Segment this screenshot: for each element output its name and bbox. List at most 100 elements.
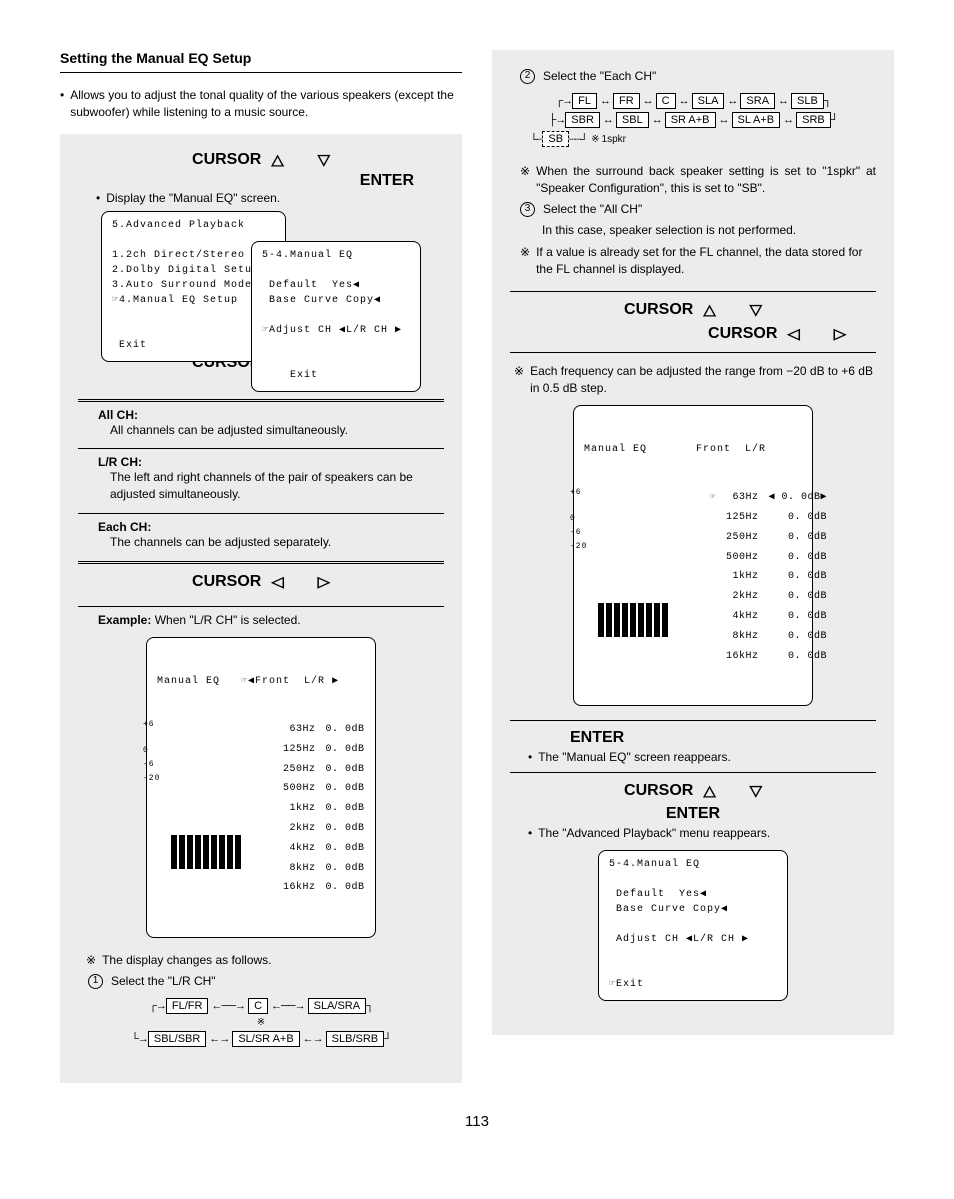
flow-arrow-icon: ┘	[831, 114, 838, 126]
flow-box: C	[656, 93, 676, 109]
eq-freq: 125Hz	[722, 509, 763, 527]
eq-val: ◀ 0. 0dB▶	[764, 489, 831, 507]
eq-osd-1: Manual EQ ☞◀Front L/R ▶ +6 0 -6 -20	[78, 637, 444, 938]
eq-title: Manual EQ ☞◀Front L/R ▶	[157, 674, 365, 689]
eq-freq: 16kHz	[722, 647, 763, 665]
scale-label: -20	[143, 775, 160, 783]
eq-freq: 16kHz	[279, 879, 320, 897]
eq-freq: 500Hz	[279, 780, 320, 798]
flow-box: SBL	[616, 112, 649, 128]
cursor-label: CURSOR	[624, 782, 693, 800]
divider	[78, 561, 444, 564]
triangle-right-icon: ▷	[318, 573, 330, 591]
scale-label: +6	[570, 489, 582, 497]
note-mark-icon: ※	[520, 163, 530, 197]
lr-ch-block: L/R CH: The left and right channels of t…	[98, 455, 444, 503]
triangle-up-icon: △	[703, 782, 715, 800]
flow-box: SLB	[791, 93, 824, 109]
each-ch-label: Each CH:	[98, 520, 444, 534]
scale-label: 0	[143, 747, 149, 755]
eq-freq: 500Hz	[722, 548, 763, 566]
fl-note-text: If a value is already set for the FL cha…	[536, 244, 876, 278]
eq-val: 0. 0dB	[764, 528, 831, 546]
bullet-icon: •	[528, 749, 532, 766]
flow-arrow-icon: ├→	[548, 114, 565, 126]
cursor-up-down-3: CURSOR △ ▽	[510, 779, 876, 803]
intro-text: • Allows you to adjust the tonal quality…	[60, 87, 462, 122]
scale-label: -6	[570, 529, 582, 537]
freq-range-text: Each frequency can be adjusted the range…	[530, 363, 876, 397]
osd-back-item: 1.2ch Direct/Stereo	[112, 250, 245, 261]
note-mark-icon: ※	[591, 134, 599, 145]
eq-val: 0. 0dB	[322, 780, 369, 798]
flow-box: SBL/SBR	[148, 1031, 206, 1047]
eq-table-2: ☞63Hz◀ 0. 0dB▶ 125Hz0. 0dB 250Hz0. 0dB 5…	[704, 487, 833, 667]
osd-front-line: ☞Adjust CH ◀L/R CH ▶	[262, 325, 402, 336]
flow-arrow-icon: ┘	[384, 1033, 391, 1045]
eq-val: 0. 0dB	[322, 760, 369, 778]
spkr-note-text: When the surround back speaker setting i…	[536, 163, 876, 197]
flow-box: SLB/SRB	[326, 1031, 384, 1047]
osd-final-exit: ☞Exit	[609, 979, 644, 990]
reappears-manual-text: The "Manual EQ" screen reappears.	[538, 749, 731, 766]
triangle-down-icon: ▽	[318, 151, 330, 169]
spkr-note: ※ When the surround back speaker setting…	[520, 163, 876, 197]
flow-box: SRA	[740, 93, 775, 109]
flow-arrow-icon: ↔	[600, 114, 616, 126]
divider	[510, 291, 876, 292]
flow-arrow-icon: ←→	[300, 1033, 326, 1045]
eq-freq: 8kHz	[722, 627, 763, 645]
osd-front-exit: Exit	[290, 370, 318, 381]
divider	[78, 448, 444, 449]
triangle-up-icon: △	[271, 151, 283, 169]
note-mark-icon: ※	[514, 363, 524, 397]
flow-arrow-icon: ┌→	[149, 1000, 166, 1012]
eq-val: 0. 0dB	[322, 839, 369, 857]
reappears-adv-note: • The "Advanced Playback" menu reappears…	[528, 825, 876, 842]
eq-freq: 63Hz	[279, 721, 320, 739]
osd-front-line: Default Yes◀	[269, 280, 360, 291]
osd-front-line: Base Curve Copy◀	[269, 295, 381, 306]
flow-box: FL	[572, 93, 597, 109]
flow-box: SR A+B	[665, 112, 716, 128]
divider	[78, 399, 444, 402]
all-ch-desc: All channels can be adjusted simultaneou…	[110, 422, 444, 439]
eq-freq: 63Hz	[722, 489, 763, 507]
display-changes-note: ※ The display changes as follows.	[86, 952, 444, 969]
eq-bars	[171, 809, 269, 869]
each-ch-desc: The channels can be adjusted separately.	[110, 534, 444, 551]
eq-val: 0. 0dB	[322, 879, 369, 897]
divider	[78, 513, 444, 514]
display-changes-text: The display changes as follows.	[102, 952, 271, 969]
flow-arrow-icon: ↔	[597, 95, 613, 107]
flow-arrow-icon: ←──→	[268, 1000, 308, 1012]
display-note: • Display the "Manual EQ" screen.	[96, 190, 444, 207]
divider	[510, 720, 876, 721]
osd-screens: 5.Advanced Playback 1.2ch Direct/Stereo …	[101, 211, 421, 351]
triangle-up-icon: △	[703, 301, 715, 319]
each-ch-block: Each CH: The channels can be adjusted se…	[98, 520, 444, 551]
eq-freq: 1kHz	[722, 568, 763, 586]
eq-val: 0. 0dB	[764, 509, 831, 527]
example-intro: When "L/R CH" is selected.	[155, 613, 301, 627]
flow-box-dashed: SB	[542, 131, 569, 147]
eq-freq: 4kHz	[279, 839, 320, 857]
eq-freq: 4kHz	[722, 608, 763, 626]
triangle-left-icon: ◁	[271, 573, 283, 591]
eq-val: 0. 0dB	[322, 820, 369, 838]
intro-body: Allows you to adjust the tonal quality o…	[70, 87, 462, 122]
page-columns: Setting the Manual EQ Setup • Allows you…	[60, 50, 894, 1083]
cursor-left-right-2: CURSOR ◁ ▷	[78, 570, 444, 594]
enter-label: ENTER	[666, 805, 720, 823]
flow-arrow-icon: ↔	[780, 114, 796, 126]
flow-arrow-icon: ┌→	[555, 95, 572, 107]
fl-note: ※ If a value is already set for the FL c…	[520, 244, 876, 278]
right-greybox: 2 Select the "Each CH" ┌→ FL↔ FR↔ C↔ SLA…	[492, 50, 894, 1035]
example-label: Example:	[98, 613, 151, 627]
freq-range-note: ※ Each frequency can be adjusted the ran…	[514, 363, 876, 397]
osd-front-title: 5-4.Manual EQ	[262, 250, 353, 261]
flow-arrow-icon: ←──→	[208, 1000, 248, 1012]
osd-final-wrap: 5-4.Manual EQ Default Yes◀ Base Curve Co…	[510, 850, 876, 1001]
flow-arrow-icon: ┄┄┘	[569, 133, 587, 146]
eq-freq: 125Hz	[279, 741, 320, 759]
